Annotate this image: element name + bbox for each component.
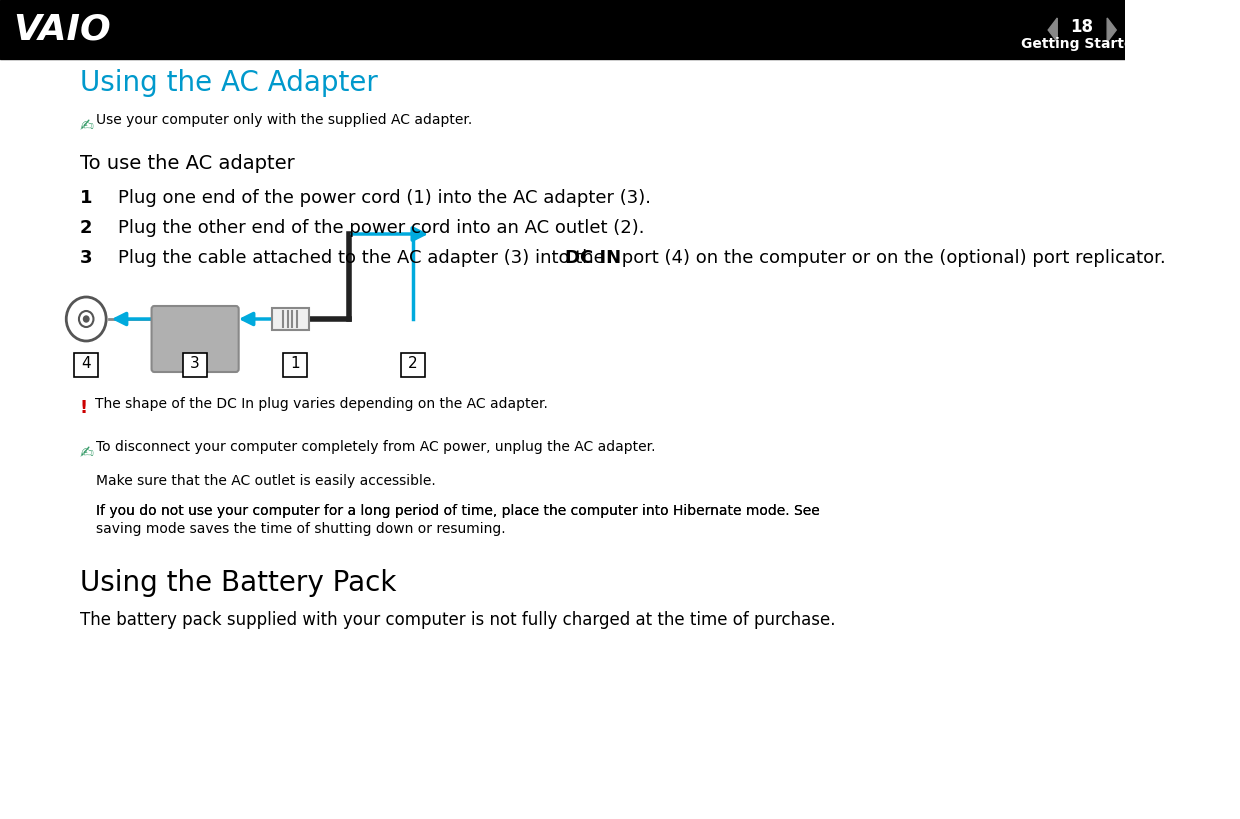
- Text: port (4) on the computer or on the (optional) port replicator.: port (4) on the computer or on the (opti…: [616, 249, 1166, 267]
- Text: Plug one end of the power cord (1) into the AC adapter (3).: Plug one end of the power cord (1) into …: [118, 189, 651, 207]
- Text: !: !: [79, 399, 88, 417]
- FancyBboxPatch shape: [283, 353, 306, 377]
- FancyBboxPatch shape: [151, 306, 238, 372]
- Bar: [0, 0, 1126, 59]
- FancyBboxPatch shape: [401, 353, 425, 377]
- Text: Using the Battery Pack: Using the Battery Pack: [79, 569, 397, 597]
- Text: 2: 2: [408, 356, 418, 372]
- Text: 1: 1: [79, 189, 92, 207]
- Text: 18: 18: [1070, 18, 1094, 36]
- Text: DC IN: DC IN: [565, 249, 621, 267]
- Text: Make sure that the AC outlet is easily accessible.: Make sure that the AC outlet is easily a…: [97, 474, 436, 488]
- Polygon shape: [1107, 18, 1116, 42]
- Text: 3: 3: [190, 356, 200, 372]
- Text: ✍: ✍: [79, 117, 94, 135]
- Text: Using the AC Adapter: Using the AC Adapter: [79, 69, 378, 97]
- Text: 2: 2: [79, 219, 92, 237]
- FancyBboxPatch shape: [184, 353, 207, 377]
- Text: 1: 1: [290, 356, 300, 372]
- Text: Use your computer only with the supplied AC adapter.: Use your computer only with the supplied…: [97, 113, 472, 127]
- Text: To use the AC adapter: To use the AC adapter: [79, 154, 295, 173]
- Text: 4: 4: [82, 356, 91, 372]
- FancyBboxPatch shape: [74, 353, 98, 377]
- Text: saving mode saves the time of shutting down or resuming.: saving mode saves the time of shutting d…: [97, 522, 506, 536]
- Text: ✍: ✍: [79, 444, 94, 462]
- Text: The shape of the DC In plug varies depending on the AC adapter.: The shape of the DC In plug varies depen…: [95, 397, 548, 411]
- Text: If you do not use your computer for a long period of time, place the computer in: If you do not use your computer for a lo…: [97, 504, 825, 518]
- Text: Plug the other end of the power cord into an AC outlet (2).: Plug the other end of the power cord int…: [118, 219, 645, 237]
- Text: VAIO: VAIO: [14, 12, 112, 46]
- Circle shape: [83, 316, 89, 322]
- Text: The battery pack supplied with your computer is not fully charged at the time of: The battery pack supplied with your comp…: [79, 611, 836, 629]
- Polygon shape: [1048, 18, 1058, 42]
- Text: Plug the cable attached to the AC adapter (3) into the: Plug the cable attached to the AC adapte…: [118, 249, 610, 267]
- Text: To disconnect your computer completely from AC power, unplug the AC adapter.: To disconnect your computer completely f…: [97, 440, 656, 454]
- Text: If you do not use your computer for a long period of time, place the computer in: If you do not use your computer for a lo…: [97, 504, 825, 518]
- FancyBboxPatch shape: [273, 308, 309, 330]
- Text: Getting Started: Getting Started: [1021, 37, 1143, 51]
- Text: 3: 3: [79, 249, 92, 267]
